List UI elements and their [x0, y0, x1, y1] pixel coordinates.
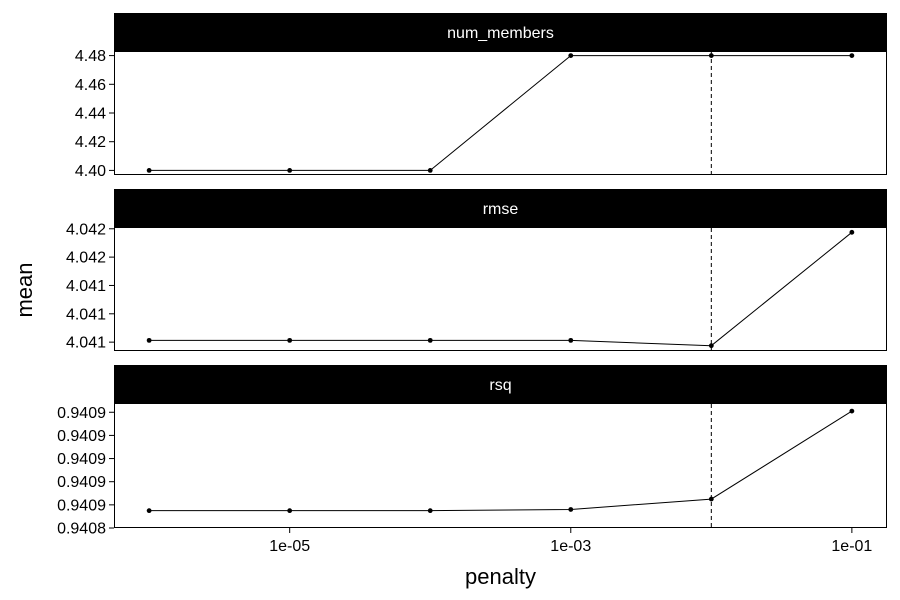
data-point — [146, 508, 152, 514]
y-tick-label: 0.9409 — [57, 474, 106, 491]
series-line — [149, 55, 852, 171]
panel-border — [114, 227, 887, 351]
data-point — [146, 337, 152, 343]
facet-strip-label: num_members — [447, 25, 554, 42]
data-point — [568, 53, 574, 58]
y-tick-label: 4.44 — [75, 106, 106, 123]
y-tick-label: 0.9408 — [57, 521, 106, 538]
y-tick-label: 4.48 — [75, 48, 106, 65]
x-axis-title: penalty — [465, 564, 536, 589]
facet-strip — [114, 365, 887, 403]
data-point — [849, 229, 855, 235]
series-line — [149, 231, 853, 347]
data-point — [427, 168, 433, 173]
data-point — [146, 168, 152, 173]
data-point — [427, 337, 433, 343]
y-tick-label: 4.46 — [75, 77, 106, 94]
data-point — [708, 496, 714, 502]
facet-panel-num_members: num_members 4.40 4.42 4.44 4.46 4.48 — [75, 13, 887, 180]
data-point — [568, 507, 574, 512]
data-point — [287, 337, 293, 343]
data-point — [849, 408, 855, 414]
y-tick-label: 4.041 — [66, 278, 106, 295]
panel-border — [114, 403, 887, 528]
facet-panel-rmse: rmse 4.041 4.041 4.041 4.042 4.042 — [66, 189, 887, 352]
facet-panels: num_members 4.40 4.42 4.44 4.46 4.48 rmse 4.041… — [57, 13, 887, 538]
y-axis-title: mean — [12, 262, 37, 317]
y-tick-label: 4.042 — [66, 221, 106, 238]
y-tick-label: 0.9409 — [57, 405, 106, 422]
x-tick-label: 1e-03 — [550, 538, 591, 555]
y-tick-label: 4.40 — [75, 163, 106, 180]
y-tick-label: 0.9409 — [57, 428, 106, 445]
data-point — [849, 53, 855, 58]
data-point — [568, 337, 574, 343]
y-tick-label: 4.041 — [66, 306, 106, 323]
data-point — [287, 508, 293, 514]
data-point — [287, 168, 293, 173]
x-tick-label: 1e-05 — [269, 538, 310, 555]
panel-border — [114, 51, 887, 175]
y-tick-label: 4.042 — [66, 250, 106, 267]
y-tick-label: 0.9409 — [57, 451, 106, 468]
facet-strip-label: rsq — [489, 377, 511, 394]
y-tick-label: 4.041 — [66, 335, 106, 352]
x-tick-label: 1e-01 — [831, 538, 872, 555]
facet-strip — [114, 189, 887, 227]
facet-panel-rsq: rsq 0.9408 0.9409 0.9409 0.9409 0.9409 0.9409 — [57, 365, 887, 538]
data-point — [427, 508, 433, 514]
series-line — [149, 410, 853, 512]
y-tick-label: 4.42 — [75, 134, 106, 151]
facet-strip-label: rmse — [483, 201, 519, 218]
data-point — [708, 53, 714, 58]
facet-strip — [114, 13, 887, 51]
data-point — [708, 343, 714, 349]
y-tick-label: 0.9409 — [57, 497, 106, 514]
x-axis: 1e-05 1e-03 1e-01 — [269, 528, 872, 555]
